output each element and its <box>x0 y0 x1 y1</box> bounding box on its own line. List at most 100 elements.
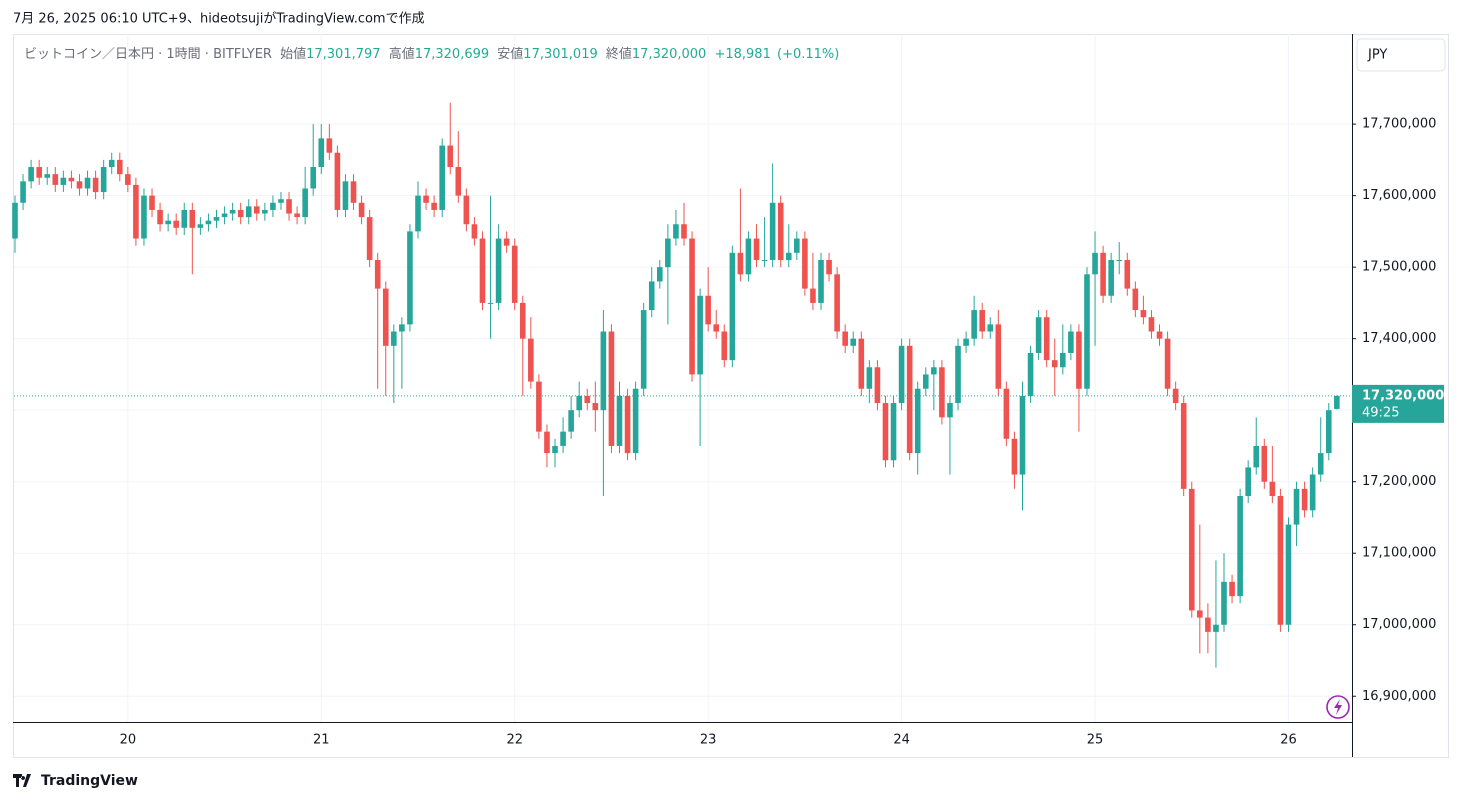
candle-body <box>1003 388 1010 439</box>
candle-body <box>624 395 631 454</box>
candle-body <box>382 288 389 346</box>
candle-body <box>931 367 937 375</box>
candle-body <box>640 310 647 389</box>
candle-body <box>939 367 945 418</box>
open-name: 始値 <box>280 46 306 62</box>
candle-body <box>1213 624 1219 632</box>
candle-body <box>1124 259 1131 289</box>
quick-action[interactable] <box>1326 695 1350 719</box>
candle-body <box>721 331 728 361</box>
candle-body <box>1011 438 1018 475</box>
candle-body <box>141 195 147 239</box>
header: 7月 26, 2025 06:10 UTC+9、hideotsujiがTradi… <box>13 12 425 27</box>
candle-body <box>1277 496 1284 625</box>
candle-body <box>254 206 260 214</box>
candle-body <box>1027 352 1034 396</box>
candle-body <box>310 167 317 189</box>
candle-body <box>511 245 518 303</box>
x-tick-label: 21 <box>313 733 330 748</box>
candle-body <box>697 295 703 375</box>
candle-body <box>270 202 276 210</box>
candle-body <box>584 395 591 404</box>
candle-body <box>1261 445 1268 482</box>
candle-body <box>44 174 51 178</box>
x-tick-label: 24 <box>893 733 910 748</box>
candle-body <box>802 238 808 289</box>
candle-body <box>1043 317 1050 361</box>
candle-body <box>971 310 977 339</box>
close-value: 17,320,000 <box>632 47 706 62</box>
candle-body <box>608 331 615 446</box>
candle-body <box>600 331 607 411</box>
candle-body <box>28 167 34 182</box>
candle-body <box>1100 252 1106 296</box>
candle-body <box>866 367 873 389</box>
candle-body <box>689 238 695 375</box>
candle-body <box>794 238 800 253</box>
candle-body <box>761 259 768 261</box>
candle-body <box>1140 310 1147 318</box>
candle-body <box>1060 352 1066 368</box>
candle-body <box>858 338 865 389</box>
candle-body <box>286 199 292 214</box>
price-label: 17,320,000 <box>1362 388 1444 403</box>
low-value: 17,301,019 <box>523 47 597 62</box>
candles <box>12 102 1340 668</box>
candle-body <box>810 288 816 303</box>
symbol: ビットコイン／日本円 · 1時間 · BITFLYER <box>24 47 272 62</box>
y-tick-label: 17,700,000 <box>1362 117 1436 132</box>
frame <box>13 34 1449 758</box>
candle-body <box>197 224 204 228</box>
candle-body <box>350 181 357 203</box>
candle-body <box>1325 410 1332 454</box>
candle-body <box>407 231 413 325</box>
candle-body <box>842 331 848 346</box>
candle-body <box>84 177 91 189</box>
candle-body <box>1205 617 1211 632</box>
y-tick-label: 17,600,000 <box>1362 188 1436 203</box>
candle-body <box>882 403 889 461</box>
open-value: 17,301,797 <box>306 47 380 62</box>
candle-body <box>898 345 905 404</box>
candle-body <box>1334 395 1340 409</box>
candle-body <box>262 209 268 214</box>
x-tick-label: 20 <box>120 733 137 748</box>
candle-body <box>528 338 534 382</box>
candle-body <box>906 345 913 454</box>
candle-body <box>92 177 99 193</box>
y-tick-label: 16,900,000 <box>1362 689 1436 704</box>
candle-body <box>326 138 333 153</box>
candle-body <box>777 202 784 260</box>
candle-body <box>737 252 744 275</box>
y-tick-label: 17,500,000 <box>1362 260 1436 275</box>
candle-body <box>1229 581 1235 597</box>
candle-body <box>447 145 454 168</box>
candle-body <box>189 209 196 228</box>
grid <box>14 34 1352 722</box>
candle-body <box>1309 474 1316 511</box>
candle-body <box>1285 524 1292 625</box>
candle-body <box>673 224 679 239</box>
candle-body <box>1156 331 1163 339</box>
candle-body <box>391 331 397 346</box>
candle-body <box>366 217 373 260</box>
candle-body <box>1092 252 1098 275</box>
candle-body <box>60 177 67 185</box>
y-tick-label: 17,200,000 <box>1362 474 1436 489</box>
candle-body <box>1051 360 1058 368</box>
candle-body <box>116 159 123 175</box>
candle-body <box>439 145 445 210</box>
candle-body <box>415 195 421 232</box>
candle-body <box>181 209 188 228</box>
y-tick-label: 17,400,000 <box>1362 331 1436 346</box>
candle-body <box>221 213 228 218</box>
candle-body <box>1317 453 1324 475</box>
candle-body <box>358 202 365 218</box>
candle-body <box>850 338 857 346</box>
y-tick-label: 17,100,000 <box>1362 546 1436 561</box>
currency-box[interactable] <box>1356 38 1446 72</box>
y-tick-label: 17,000,000 <box>1362 617 1436 632</box>
candle-body <box>1253 445 1260 468</box>
candle-body <box>1269 481 1276 497</box>
